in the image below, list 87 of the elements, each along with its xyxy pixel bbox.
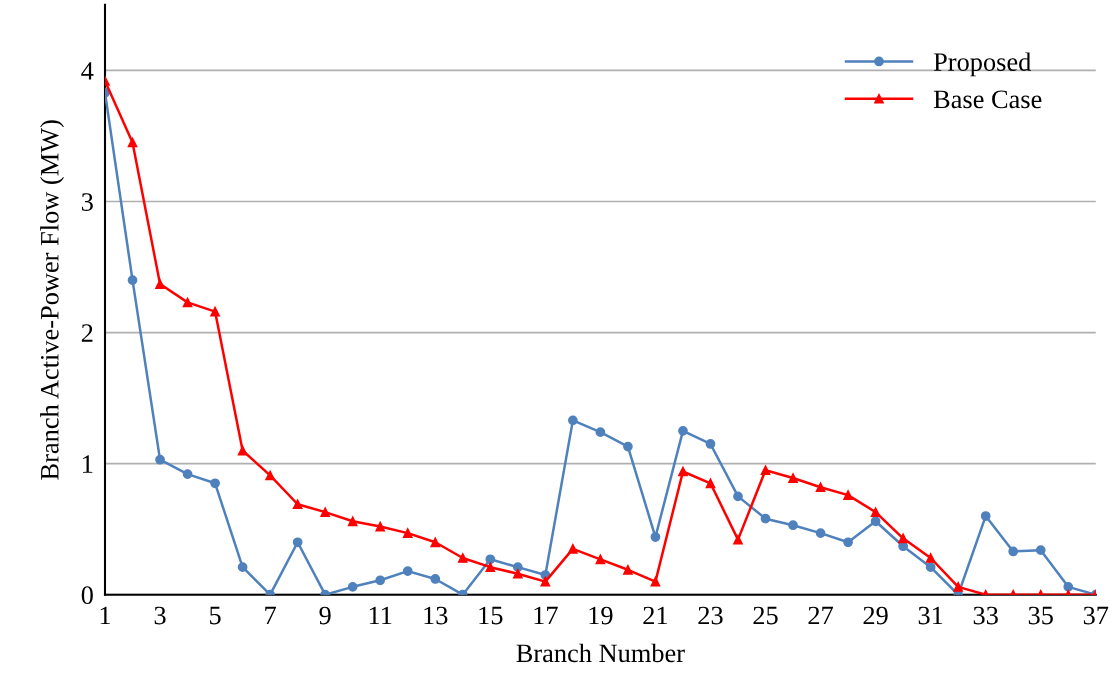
x-tick-label: 31	[918, 606, 943, 625]
point	[925, 553, 936, 563]
y-tick-label: 3	[81, 193, 93, 211]
point	[320, 507, 331, 517]
point	[347, 516, 358, 527]
y-tick-label: 1	[83, 455, 93, 473]
point	[540, 576, 551, 587]
point	[292, 499, 303, 510]
point	[485, 554, 496, 565]
point	[457, 553, 468, 563]
point	[1008, 546, 1019, 557]
point	[568, 415, 578, 426]
point	[733, 534, 743, 545]
point	[402, 566, 413, 576]
legend-label: Proposed	[933, 52, 1032, 77]
point	[815, 528, 826, 538]
point	[237, 445, 248, 456]
point	[402, 528, 413, 538]
x-tick-label: 9	[319, 606, 331, 625]
point	[843, 537, 853, 548]
point	[870, 507, 881, 517]
y-tick-label: 4	[81, 62, 94, 80]
x-tick-label: 27	[808, 606, 833, 625]
x-tick-label: 23	[698, 606, 723, 625]
point	[430, 537, 441, 548]
point	[485, 562, 496, 573]
point	[678, 425, 688, 436]
point	[898, 533, 908, 544]
x-tick-label: 1	[100, 606, 111, 625]
point	[595, 554, 606, 565]
point	[953, 581, 964, 592]
point	[788, 473, 798, 483]
point	[843, 490, 853, 500]
point	[568, 543, 578, 554]
x-tick-label: 21	[643, 606, 668, 625]
point	[870, 516, 881, 527]
point	[980, 511, 991, 521]
point	[650, 532, 661, 542]
point	[733, 491, 743, 502]
x-tick-label: 13	[424, 606, 448, 625]
x-tick-label: 17	[534, 606, 558, 625]
y-tick-label: 0	[81, 586, 93, 605]
point	[760, 513, 771, 524]
point	[705, 439, 716, 449]
point	[815, 482, 826, 493]
point	[430, 574, 441, 584]
point	[623, 441, 633, 452]
x-tick-label: 19	[589, 606, 613, 625]
point	[127, 137, 138, 148]
x-axis-title: Branch Number	[516, 643, 685, 663]
point	[1035, 545, 1046, 555]
x-tick-label: 37	[1083, 606, 1109, 625]
x-tick-label: 33	[973, 606, 998, 625]
x-tick-label: 5	[210, 606, 221, 625]
point	[788, 520, 798, 531]
point	[155, 279, 165, 289]
x-tick-label: 11	[369, 606, 392, 625]
point	[650, 576, 661, 587]
x-tick-label: 25	[753, 606, 778, 625]
x-tick-label: 35	[1028, 606, 1053, 625]
x-tick-label: 15	[479, 606, 503, 625]
point	[375, 521, 386, 532]
point	[237, 562, 248, 573]
point	[127, 275, 138, 285]
point	[347, 581, 358, 592]
point	[705, 478, 716, 489]
legend-label: Base Case	[933, 90, 1042, 109]
point	[512, 568, 523, 579]
point	[595, 427, 606, 438]
point	[925, 562, 936, 573]
x-tick-label: 29	[863, 606, 888, 625]
y-tick-label: 2	[81, 324, 93, 342]
y-axis-title: Branch Active-Power Flow (MW)	[40, 120, 65, 480]
point	[265, 470, 275, 481]
point	[678, 466, 688, 477]
point	[292, 537, 303, 548]
point	[182, 469, 193, 479]
point	[210, 306, 220, 317]
point	[155, 454, 165, 465]
point	[1063, 581, 1074, 592]
x-tick-label: 7	[265, 606, 276, 625]
point	[623, 564, 633, 575]
point	[210, 478, 220, 489]
point	[375, 575, 386, 586]
point	[760, 465, 771, 476]
x-tick-label: 3	[154, 606, 166, 625]
point	[182, 297, 193, 308]
